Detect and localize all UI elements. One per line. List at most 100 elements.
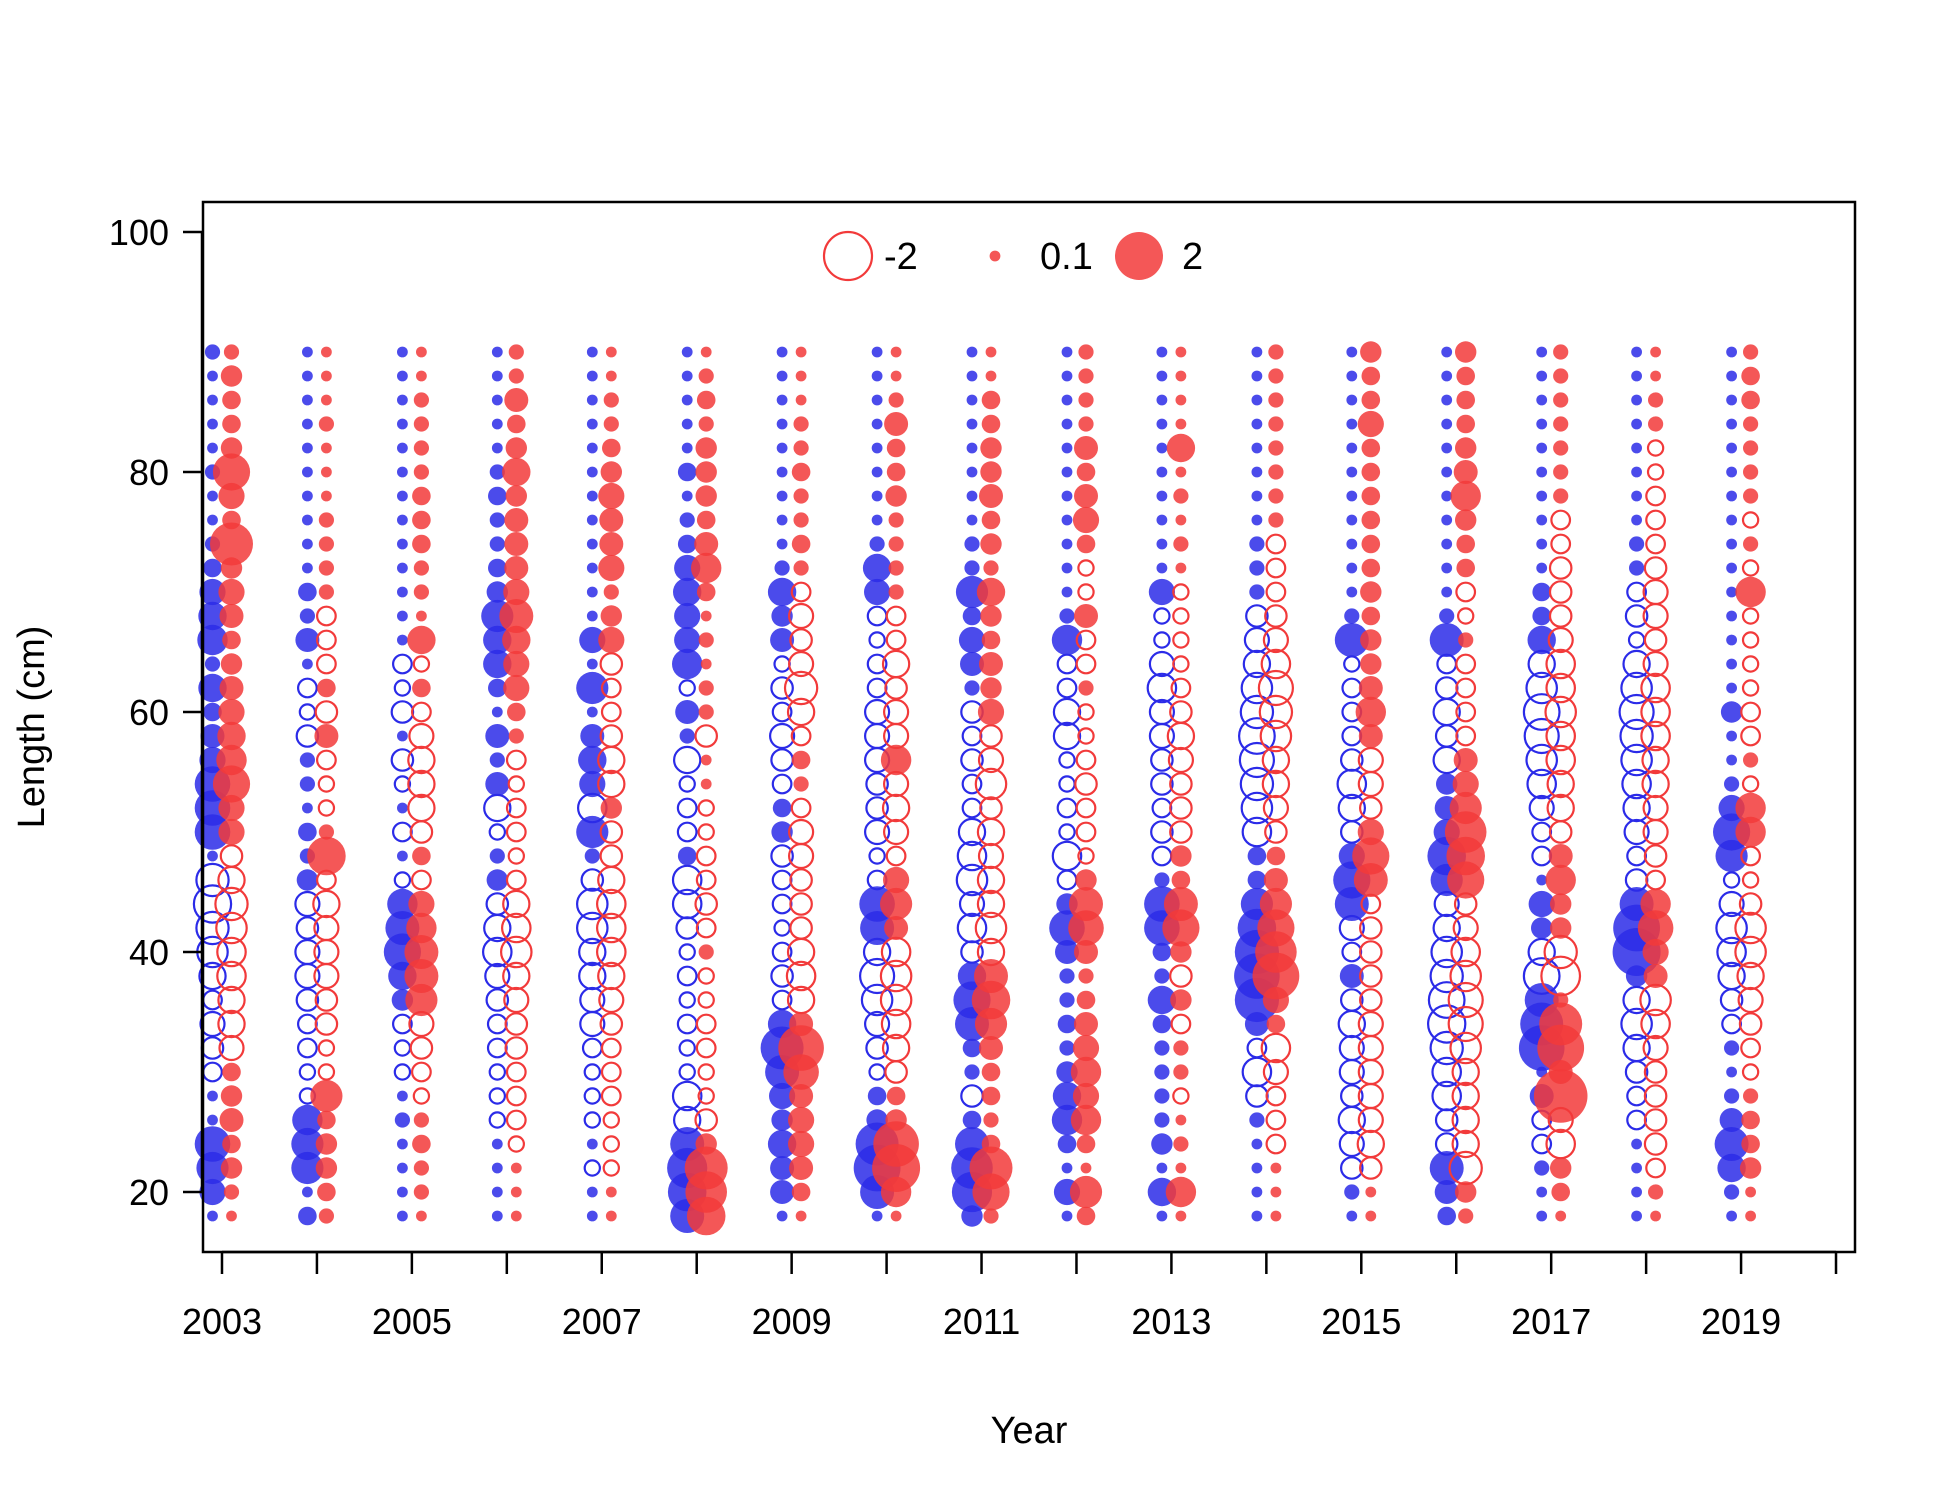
x-axis: 2003 2005 2007 2009 2011 2013 2015 2017 2019 <box>182 1250 1838 1342</box>
bubble-red <box>1257 669 1295 707</box>
bubble-red <box>600 605 622 627</box>
bubble-blue <box>966 466 978 478</box>
bubble-red <box>1646 439 1665 457</box>
bubble-red <box>1550 893 1572 915</box>
bubble-red <box>503 578 530 606</box>
bubble-blue <box>580 724 605 748</box>
bubble-red <box>1265 557 1287 579</box>
bubble-red <box>317 1182 336 1202</box>
bubble-blue <box>771 1109 793 1131</box>
bubble-red <box>1361 534 1381 554</box>
bubble-red <box>599 724 624 748</box>
bubble-blue <box>579 986 606 1014</box>
bubble-blue <box>491 1210 503 1222</box>
bubble-blue <box>302 442 313 454</box>
bubble-blue <box>1337 793 1367 823</box>
bubble-blue <box>966 394 978 406</box>
bubble-red <box>1645 869 1666 891</box>
bubble-blue <box>678 1039 696 1057</box>
bubble-red <box>1075 629 1097 651</box>
bubble-red <box>791 462 811 482</box>
bubble-red <box>789 1084 814 1108</box>
bubble-blue <box>1525 671 1558 705</box>
bubble-blue <box>1534 1160 1550 1176</box>
bubble-red <box>1741 390 1760 410</box>
bubble-red <box>597 961 626 991</box>
bubble-blue <box>871 370 883 382</box>
bubble-blue <box>392 821 413 843</box>
bubble-blue <box>1434 1132 1459 1156</box>
bubble-blue <box>964 560 980 576</box>
bubble-blue <box>1156 562 1168 574</box>
bubble-blue <box>302 346 313 358</box>
bubble-red <box>599 844 624 868</box>
bubble-red <box>789 868 813 892</box>
bubble-red <box>788 1106 815 1134</box>
bubble-blue <box>956 912 988 944</box>
bubble-red <box>890 346 902 358</box>
bubble-red <box>1077 727 1095 745</box>
bubble-blue <box>776 418 788 430</box>
bubble-blue <box>858 957 896 995</box>
bubble-red <box>695 1037 717 1059</box>
bubble-blue <box>1344 1184 1360 1200</box>
bubble-blue <box>964 1064 980 1080</box>
y-tick-label: 20 <box>129 1172 169 1213</box>
bubble-red <box>785 960 817 992</box>
bubble-red <box>413 560 429 576</box>
bubble-blue <box>294 938 321 966</box>
bubble-blue <box>485 988 510 1012</box>
bubble-blue <box>1536 514 1548 526</box>
bubble-blue <box>1051 624 1083 656</box>
bubble-red <box>218 818 245 846</box>
bubble-red <box>1360 653 1382 675</box>
bubble-red <box>1456 390 1475 410</box>
bubble-red <box>220 365 243 387</box>
bubble-red <box>880 936 912 968</box>
bubble-red <box>1266 846 1286 866</box>
bubble-blue <box>1631 1162 1642 1174</box>
bubble-red <box>1533 1069 1588 1123</box>
y-tick-label: 80 <box>129 452 169 493</box>
bubble-red <box>1553 392 1569 408</box>
bubble-red <box>697 799 715 817</box>
bubble-red <box>605 1210 617 1222</box>
bubble-red <box>210 522 253 566</box>
bubble-blue <box>1631 394 1642 406</box>
bubble-blue <box>297 1037 318 1059</box>
bubble-red <box>1361 438 1381 458</box>
bubble-blue <box>1722 871 1741 889</box>
bubble-blue <box>1531 821 1553 843</box>
bubble-red <box>1540 955 1582 997</box>
bubble-blue <box>197 624 228 656</box>
plot-frame <box>201 200 1857 1254</box>
bubble-red <box>1740 701 1761 723</box>
bubble-blue <box>871 466 883 478</box>
bubble-red <box>318 560 334 576</box>
bubble-red <box>1743 1088 1759 1104</box>
bubble-red <box>413 464 429 480</box>
bubble-red <box>793 416 809 432</box>
bubble-red <box>698 704 714 720</box>
bubble-red <box>1173 488 1189 504</box>
bubble-red <box>789 1012 814 1036</box>
bubble-blue <box>863 722 891 750</box>
bubble-red <box>1734 935 1767 969</box>
bubble-red <box>1078 368 1094 384</box>
bubble-red <box>1553 368 1569 384</box>
bubble-blue <box>957 817 987 847</box>
bubble-red <box>1268 344 1284 360</box>
bubble-blue <box>198 961 227 991</box>
bubble-blue <box>575 911 609 945</box>
bubble-red <box>1166 433 1196 463</box>
bubble-red <box>1455 437 1477 459</box>
bubble-red <box>979 724 1003 748</box>
bubble-blue <box>871 442 883 454</box>
bubble-blue <box>1061 442 1073 454</box>
bubble-blue <box>1346 562 1358 574</box>
bubble-red <box>317 1110 336 1130</box>
bubble-blue <box>488 678 507 698</box>
bubble-red <box>979 1036 1003 1060</box>
bubble-blue <box>1341 677 1363 699</box>
bubble-blue <box>1427 981 1466 1019</box>
